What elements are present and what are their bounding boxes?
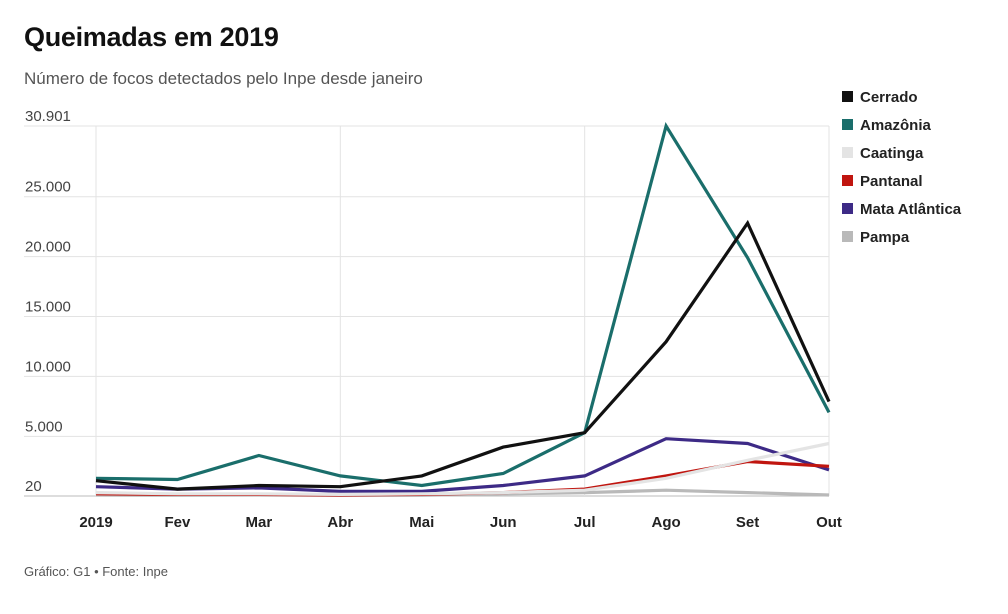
series-lines xyxy=(95,121,831,497)
x-axis: 2019 Fev Mar Abr Mai Jun Jul Ago Set Out xyxy=(79,514,842,531)
legend-label: Caatinga xyxy=(860,145,924,162)
legend-swatch xyxy=(842,91,853,102)
legend-label: Pantanal xyxy=(860,173,923,190)
series-line-amaz-nia xyxy=(95,121,831,488)
legend-swatch xyxy=(842,231,853,242)
y-tick-label: 20 xyxy=(25,478,42,495)
x-tick-label: Ago xyxy=(652,514,681,531)
x-tick-label: Out xyxy=(816,514,842,531)
chart-subtitle: Número de focos detectados pelo Inpe des… xyxy=(24,69,423,88)
legend-label: Mata Atlântica xyxy=(860,201,962,218)
x-tick-label: Jul xyxy=(574,514,596,531)
series-line-cerrado xyxy=(95,219,831,491)
y-tick-label: 30.901 xyxy=(25,108,71,125)
y-tick-label: 20.000 xyxy=(25,239,71,256)
y-tick-label: 25.000 xyxy=(25,179,71,196)
x-tick-label: 2019 xyxy=(79,514,112,531)
x-tick-label: Set xyxy=(736,514,759,531)
y-tick-label: 5.000 xyxy=(25,418,63,435)
legend-swatch xyxy=(842,175,853,186)
legend-label: Pampa xyxy=(860,229,910,246)
y-tick-label: 15.000 xyxy=(25,299,71,316)
legend-label: Amazônia xyxy=(860,117,932,134)
x-tick-label: Mar xyxy=(246,514,273,531)
x-tick-label: Abr xyxy=(327,514,353,531)
x-tick-label: Jun xyxy=(490,514,517,531)
chart-title: Queimadas em 2019 xyxy=(24,22,279,52)
x-tick-label: Mai xyxy=(409,514,434,531)
y-tick-label: 10.000 xyxy=(25,358,71,375)
legend-swatch xyxy=(842,119,853,130)
y-axis: 20 5.000 10.000 15.000 20.000 25.000 30.901 xyxy=(25,108,71,495)
series-line-caatinga xyxy=(95,441,830,497)
legend-swatch xyxy=(842,147,853,158)
legend-label: Cerrado xyxy=(860,89,918,106)
legend-swatch xyxy=(842,203,853,214)
legend: Cerrado Amazônia Caatinga Pantanal Mata Atlâ… xyxy=(842,89,962,246)
source-note: Gráfico: G1 • Fonte: Inpe xyxy=(24,564,169,579)
x-tick-label: Fev xyxy=(165,514,192,531)
